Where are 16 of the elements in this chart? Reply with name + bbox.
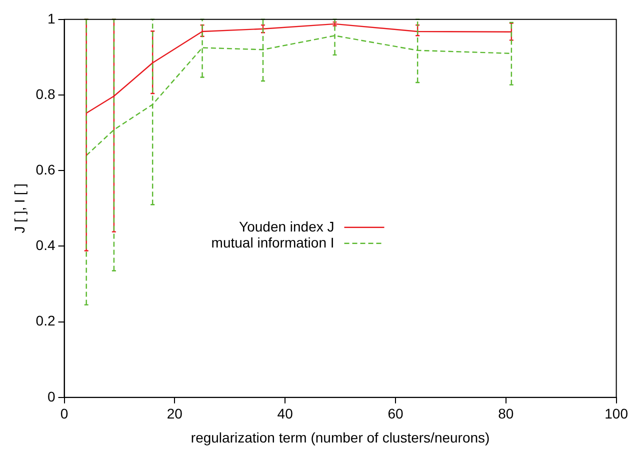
y-tick-label: 0.4 bbox=[36, 237, 56, 254]
y-tick-label: 0.8 bbox=[36, 86, 56, 102]
legend-label: mutual information I bbox=[211, 234, 334, 250]
legend-label: Youden index J bbox=[239, 218, 334, 234]
y-tick-label: 1 bbox=[47, 10, 56, 26]
x-tick-label: 100 bbox=[604, 406, 628, 422]
y-axis-title: J [ ], I [ ] bbox=[11, 184, 28, 234]
y-tick-label: 0.2 bbox=[36, 312, 56, 329]
y-tick-label: 0 bbox=[47, 388, 56, 404]
x-axis-title: regularization term (number of clusters/neurons) bbox=[190, 429, 490, 446]
x-tick-label: 0 bbox=[60, 406, 68, 422]
x-tick-label: 20 bbox=[166, 406, 183, 422]
y-tick-label: 0.6 bbox=[36, 161, 56, 178]
x-tick-label: 80 bbox=[498, 406, 514, 422]
x-tick-label: 60 bbox=[388, 406, 404, 422]
x-tick-label: 40 bbox=[277, 406, 294, 422]
